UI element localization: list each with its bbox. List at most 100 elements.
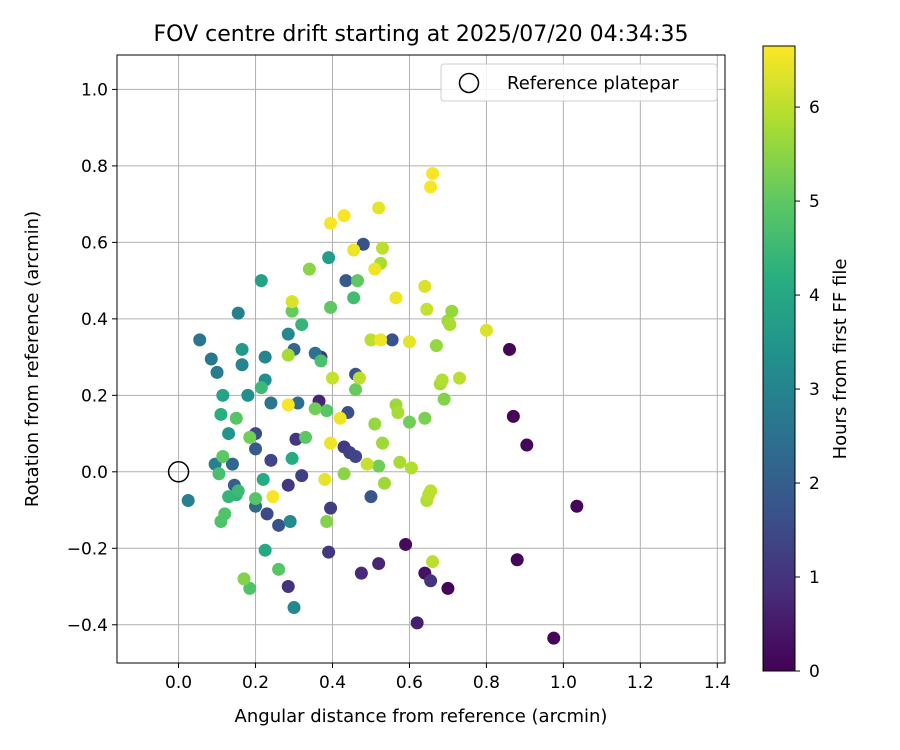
data-point — [324, 216, 338, 230]
data-point — [351, 274, 365, 288]
data-point — [352, 371, 366, 385]
data-point — [337, 467, 351, 481]
data-point — [225, 457, 239, 471]
data-point — [389, 291, 403, 305]
y-tick-label: 0.8 — [81, 157, 108, 177]
data-point — [435, 373, 449, 387]
data-point — [210, 365, 224, 379]
data-point — [445, 304, 459, 318]
data-point — [216, 450, 230, 464]
data-point — [322, 251, 336, 265]
colorbar-tick-label: 5 — [809, 192, 820, 212]
data-point — [360, 457, 374, 471]
y-axis-label: Rotation from reference (arcmin) — [22, 211, 43, 507]
x-tick-label: 0.6 — [396, 673, 423, 693]
data-point — [418, 279, 432, 293]
x-axis-label: Angular distance from reference (arcmin) — [235, 706, 608, 727]
data-point — [214, 515, 228, 529]
data-point — [320, 515, 334, 529]
data-point — [237, 572, 251, 586]
data-point — [385, 333, 399, 347]
data-point — [339, 274, 353, 288]
data-point — [570, 499, 584, 513]
data-point — [429, 339, 443, 353]
data-point — [391, 406, 405, 420]
data-point — [322, 545, 336, 559]
data-point — [272, 562, 286, 576]
data-point — [356, 237, 370, 251]
data-point — [325, 371, 339, 385]
data-point — [281, 580, 295, 594]
data-point — [212, 467, 226, 481]
data-point — [285, 304, 299, 318]
data-point — [291, 396, 305, 410]
data-point — [283, 515, 297, 529]
y-tick-label: −0.4 — [67, 616, 108, 636]
data-point — [424, 180, 438, 194]
data-point — [302, 262, 316, 276]
data-point — [324, 300, 338, 314]
colorbar-tick-label: 1 — [809, 568, 820, 588]
chart-title: FOV centre drift starting at 2025/07/20 … — [154, 22, 689, 47]
data-point — [281, 398, 295, 412]
data-point — [452, 371, 466, 385]
data-point — [266, 490, 280, 504]
colorbar-tick-label: 3 — [809, 380, 820, 400]
x-tick-label: 0.0 — [165, 673, 192, 693]
data-point — [258, 543, 272, 557]
data-point — [295, 318, 309, 332]
data-point — [333, 411, 347, 425]
data-point — [503, 342, 517, 356]
data-point — [372, 201, 386, 215]
data-point — [368, 262, 382, 276]
data-point — [510, 553, 524, 567]
data-point — [260, 507, 274, 521]
legend-marker-reference — [458, 72, 480, 94]
data-point — [235, 342, 249, 356]
data-point — [231, 306, 245, 320]
data-point — [437, 392, 451, 406]
reference-platepar-marker — [167, 461, 190, 483]
data-point — [193, 333, 207, 347]
data-point — [254, 381, 268, 395]
data-point — [214, 407, 228, 421]
y-tick-label: 0.0 — [81, 463, 108, 483]
x-tick-label: 1.4 — [704, 673, 731, 693]
data-point — [376, 436, 390, 450]
colorbar-gradient — [762, 45, 796, 672]
data-point — [372, 459, 386, 473]
data-point — [264, 396, 278, 410]
data-point — [347, 291, 361, 305]
data-point — [506, 409, 520, 423]
data-point — [204, 352, 218, 366]
data-point — [354, 566, 368, 580]
data-point — [222, 427, 236, 441]
legend-box — [440, 63, 718, 102]
x-tick-label: 1.2 — [627, 673, 654, 693]
data-point — [281, 478, 295, 492]
data-point — [272, 518, 286, 532]
legend-entry-reference: Reference platepar — [507, 73, 679, 94]
data-point — [443, 318, 457, 332]
data-point — [281, 327, 295, 341]
data-point — [368, 417, 382, 431]
data-point — [547, 631, 561, 645]
data-point — [349, 450, 363, 464]
data-point — [372, 557, 386, 571]
data-point — [299, 430, 313, 444]
data-point — [393, 455, 407, 469]
data-point — [364, 490, 378, 504]
data-point — [520, 438, 534, 452]
x-tick-label: 0.2 — [242, 673, 269, 693]
data-point — [399, 537, 413, 551]
data-point — [410, 616, 424, 630]
y-tick-label: 0.6 — [81, 233, 108, 253]
x-axis-ticks: 0.0 0.2 0.4 0.6 0.8 1.0 1.2 1.4 — [165, 663, 731, 693]
data-point — [285, 295, 299, 309]
data-point — [404, 461, 418, 475]
y-tick-label: 0.4 — [81, 310, 108, 330]
y-tick-label: 1.0 — [81, 80, 108, 100]
colorbar-tick-label: 0 — [809, 662, 820, 682]
data-point — [418, 411, 432, 425]
